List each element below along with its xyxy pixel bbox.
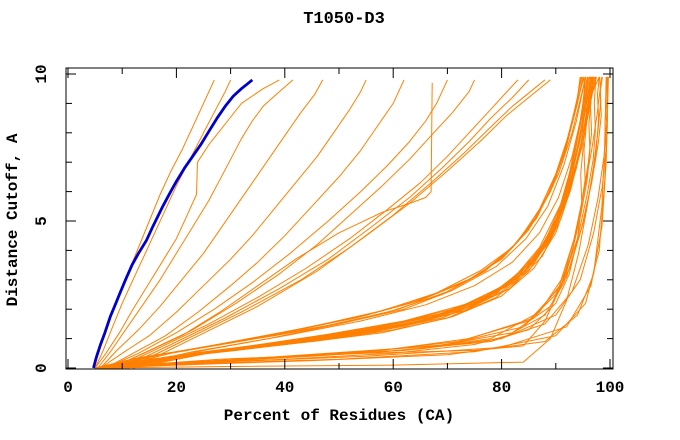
- model-curve: [97, 76, 603, 369]
- x-tick-label: 20: [167, 379, 186, 397]
- highlighted-model-curve: [92, 78, 254, 369]
- model-curves: [92, 76, 609, 369]
- model-curve: [95, 76, 587, 369]
- x-tick-label: 40: [275, 379, 294, 397]
- model-curve: [121, 79, 530, 369]
- model-curve: [132, 79, 551, 369]
- model-curve: [105, 79, 405, 369]
- model-curve: [103, 76, 585, 369]
- model-curve: [95, 76, 602, 369]
- x-tick-label: 100: [596, 379, 625, 397]
- x-tick-label: 60: [384, 379, 403, 397]
- model-curve: [94, 79, 280, 369]
- model-curve: [105, 79, 448, 369]
- model-curve: [116, 76, 595, 369]
- model-curve: [100, 79, 324, 369]
- y-tick-label: 5: [33, 216, 51, 226]
- model-curve: [103, 76, 600, 369]
- model-curve: [99, 76, 594, 369]
- model-curve: [116, 79, 519, 369]
- model-curve: [132, 76, 600, 369]
- model-curve: [103, 76, 594, 369]
- model-curve: [97, 79, 294, 369]
- model-curve: [100, 79, 367, 369]
- model-curve: [114, 76, 596, 369]
- axes: 0 20 40 60 80 100 0 5 10: [33, 64, 624, 397]
- model-curve: [95, 76, 607, 369]
- chart-title: T1050-D3: [303, 10, 385, 29]
- model-curve: [105, 76, 609, 369]
- model-curve: [94, 79, 232, 369]
- model-curve: [124, 76, 591, 369]
- x-tick-label: 80: [492, 379, 511, 397]
- model-curve: [95, 76, 585, 369]
- y-tick-label: 0: [33, 363, 51, 373]
- model-curve: [104, 76, 594, 369]
- x-axis-label: Percent of Residues (CA): [224, 407, 454, 425]
- y-tick-label: 10: [33, 64, 51, 83]
- model-curve: [111, 82, 433, 369]
- model-curve: [111, 79, 475, 369]
- model-curve: [116, 76, 603, 369]
- model-curve: [127, 79, 546, 369]
- x-tick-label: 0: [63, 379, 73, 397]
- y-axis-label: Distance Cutoff, A: [4, 133, 22, 306]
